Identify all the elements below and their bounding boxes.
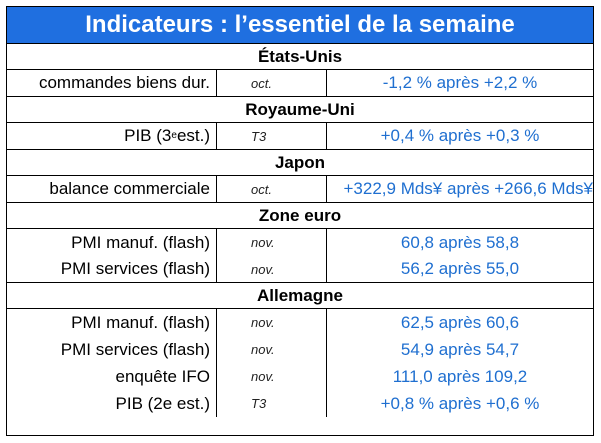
indicator-period: nov. <box>217 336 327 363</box>
indicator-value: +0,8 % après +0,6 % <box>380 393 540 413</box>
indicator-value: -1,2 % après +2,2 % <box>382 73 538 92</box>
indicator-label: commandes biens dur. <box>7 70 217 96</box>
indicator-label: PMI services (flash) <box>7 336 217 363</box>
indicator-period: T3 <box>217 390 327 417</box>
table-row: PMI manuf. (flash) nov. 62,5 après 60,6 <box>7 309 593 336</box>
table-row: enquête IFO nov. 111,0 après 109,2 <box>7 363 593 390</box>
indicator-label: PIB (2e est.) <box>7 390 217 417</box>
table-row: PMI services (flash) nov. 54,9 après 54,… <box>7 336 593 363</box>
indicator-period: nov. <box>217 229 327 256</box>
indicator-value: 111,0 après 109,2 <box>392 366 528 386</box>
indicator-label: PIB (3 e est.) <box>7 123 217 149</box>
indicator-label: enquête IFO <box>7 363 217 390</box>
table-row: balance commerciale oct. +322,9 Mds¥ apr… <box>7 176 593 203</box>
table-row: PMI manuf. (flash) nov. 60,8 après 58,8 <box>7 229 593 256</box>
indicator-period: oct. <box>217 176 327 202</box>
indicator-value: 60,8 après 58,8 <box>400 232 520 252</box>
indicator-value: 54,9 après 54,7 <box>400 339 520 359</box>
indicator-label: PMI services (flash) <box>7 256 217 282</box>
table-row: PMI services (flash) nov. 56,2 après 55,… <box>7 256 593 283</box>
indicator-label: PMI manuf. (flash) <box>7 229 217 256</box>
indicator-period: nov. <box>217 363 327 390</box>
indicator-value: 56,2 après 55,0 <box>400 259 520 278</box>
label-text-end: est.) <box>176 126 210 145</box>
table-title: Indicateurs : l’essentiel de la semaine <box>7 7 593 44</box>
section-header-us: États-Unis <box>7 44 593 70</box>
indicator-period: oct. <box>217 70 327 96</box>
indicator-value: +0,4 % après +0,3 % <box>380 126 540 145</box>
table-row: PIB (2e est.) T3 +0,8 % après +0,6 % <box>7 390 593 417</box>
indicator-period: nov. <box>217 309 327 336</box>
table-row: PIB (3 e est.) T3 +0,4 % après +0,3 % <box>7 123 593 150</box>
section-header-jp: Japon <box>7 150 593 176</box>
section-header-ez: Zone euro <box>7 203 593 229</box>
section-header-de: Allemagne <box>7 283 593 309</box>
indicator-value: +322,9 Mds¥ après +266,6 Mds¥ <box>343 179 594 198</box>
label-text: PIB (3 <box>124 126 172 145</box>
indicator-period: nov. <box>217 256 327 282</box>
table-row: commandes biens dur. oct. -1,2 % après +… <box>7 70 593 97</box>
indicator-value: 62,5 après 60,6 <box>400 312 520 332</box>
indicator-label: balance commerciale <box>7 176 217 202</box>
indicators-table: Indicateurs : l’essentiel de la semaine … <box>6 6 594 436</box>
section-header-uk: Royaume-Uni <box>7 97 593 123</box>
indicator-period: T3 <box>217 123 327 149</box>
indicator-label: PMI manuf. (flash) <box>7 309 217 336</box>
